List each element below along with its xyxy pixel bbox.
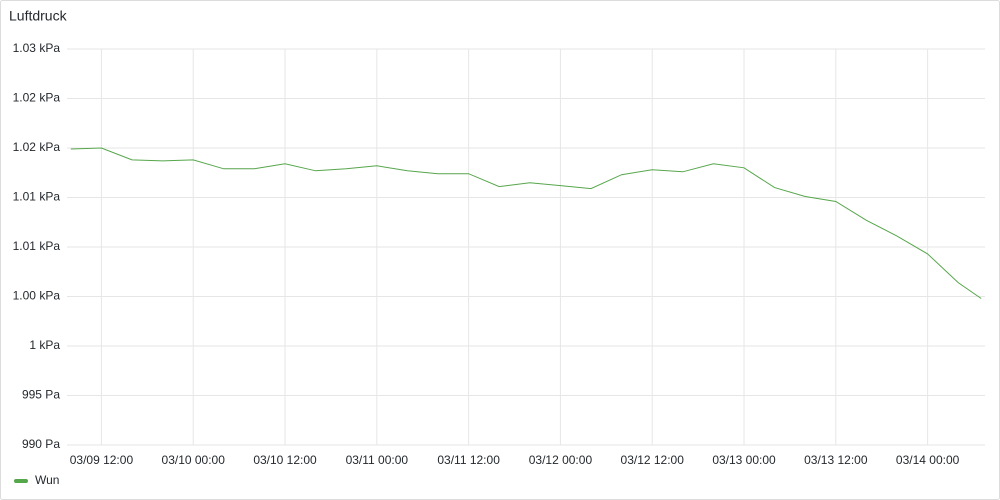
x-tick-label: 03/11 12:00 xyxy=(437,453,500,467)
x-tick-label: 03/10 12:00 xyxy=(253,453,317,467)
x-tick-label: 03/14 00:00 xyxy=(896,453,960,467)
y-tick-label: 1.00 kPa xyxy=(13,289,61,303)
y-tick-label: 995 Pa xyxy=(22,388,60,402)
data-line xyxy=(70,147,982,299)
y-tick-label: 1.02 kPa xyxy=(13,140,61,154)
y-tick-label: 1.03 kPa xyxy=(13,41,61,55)
legend-swatch xyxy=(14,479,28,483)
x-tick-label: 03/11 00:00 xyxy=(346,453,409,467)
x-tick-label: 03/12 00:00 xyxy=(529,453,593,467)
panel-title: Luftdruck xyxy=(9,8,68,24)
y-tick-label: 1 kPa xyxy=(29,338,60,352)
y-tick-label: 1.02 kPa xyxy=(13,91,61,105)
y-tick-label: 1.01 kPa xyxy=(13,239,61,253)
x-tick-label: 03/09 12:00 xyxy=(70,453,134,467)
y-tick-label: 990 Pa xyxy=(22,437,60,451)
y-tick-label: 1.01 kPa xyxy=(13,190,61,204)
x-tick-label: 03/13 12:00 xyxy=(804,453,868,467)
x-tick-label: 03/10 00:00 xyxy=(162,453,226,467)
x-tick-label: 03/13 00:00 xyxy=(712,453,776,467)
legend-label: Wun xyxy=(35,473,59,487)
x-tick-label: 03/12 12:00 xyxy=(621,453,685,467)
